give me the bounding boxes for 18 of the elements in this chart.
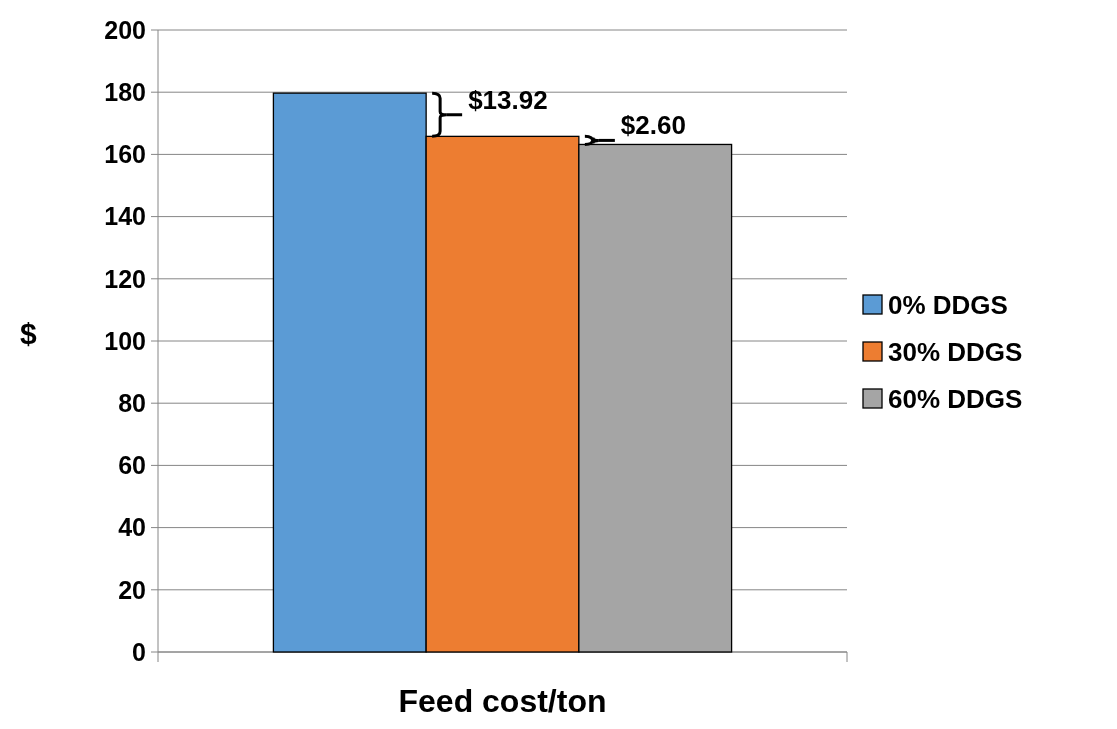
y-tick-label: 0 — [132, 637, 146, 666]
y-tick-label: 180 — [104, 77, 146, 106]
annotation: $13.92 — [468, 84, 548, 115]
y-tick-label: 80 — [118, 388, 146, 417]
y-tick-label: 200 — [104, 15, 146, 44]
y-tick-label: 20 — [118, 575, 146, 604]
legend-label: 60% DDGS — [888, 384, 1023, 415]
legend-label: 30% DDGS — [888, 337, 1023, 368]
annotation: $2.60 — [620, 110, 686, 141]
x-tick-label: Feed cost/ton — [398, 683, 607, 719]
y-tick-label: 140 — [104, 202, 146, 231]
legend-label: 0% DDGS — [888, 290, 1008, 321]
y-tick-label: 120 — [104, 264, 146, 293]
y-tick-label: 100 — [104, 326, 146, 355]
y-axis-title: $ — [20, 316, 37, 350]
y-tick-label: 160 — [104, 140, 146, 169]
y-tick-label: 40 — [118, 513, 146, 542]
y-tick-label: 60 — [118, 451, 146, 480]
